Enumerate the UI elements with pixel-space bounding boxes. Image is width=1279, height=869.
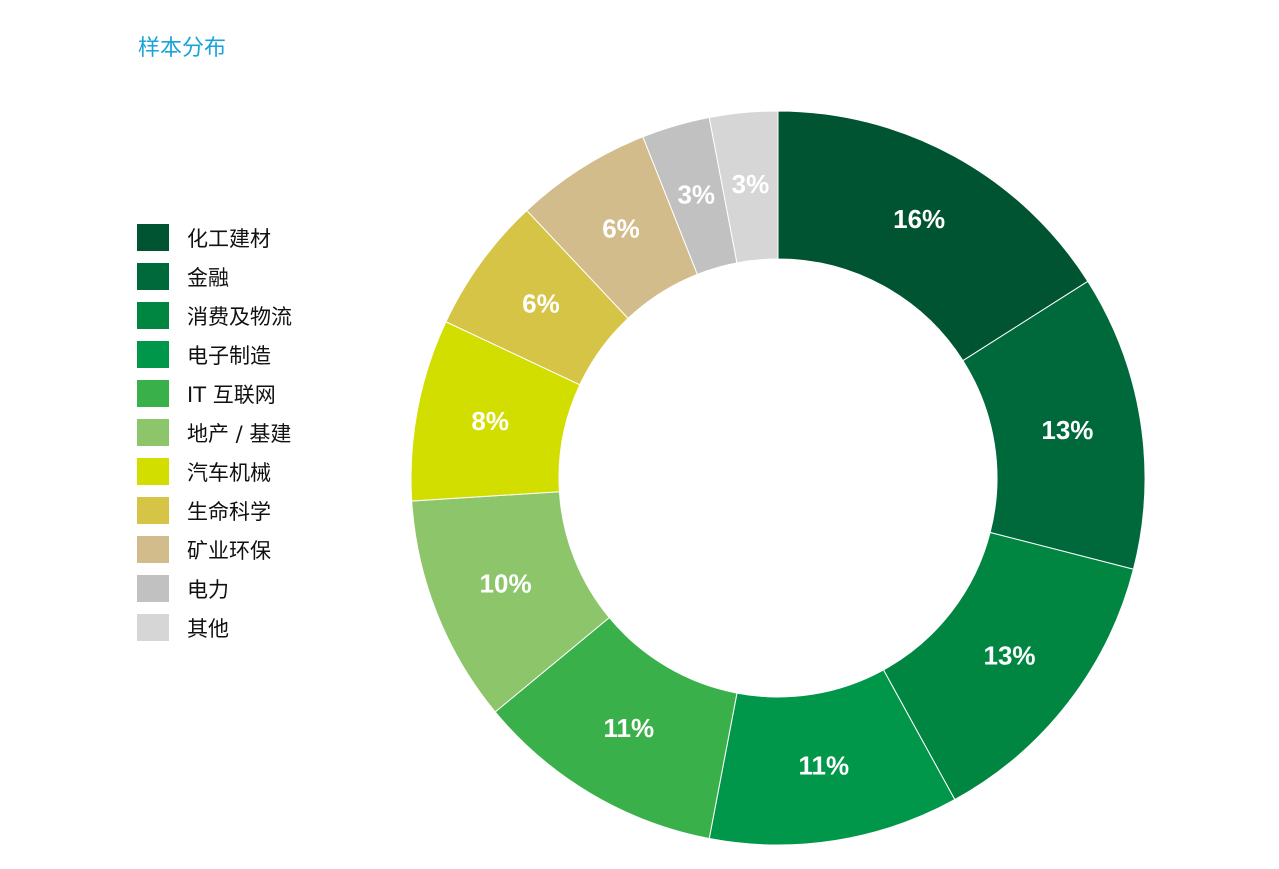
- legend-item: 电力: [137, 569, 292, 608]
- legend-swatch: [137, 536, 169, 563]
- legend-label: 其他: [187, 616, 229, 641]
- slice-label: 10%: [480, 569, 532, 599]
- legend-label: 生命科学: [187, 499, 271, 524]
- donut-slice: [777, 110, 1089, 362]
- legend-swatch: [137, 497, 169, 524]
- legend-label: 消费及物流: [187, 304, 292, 329]
- legend-swatch: [137, 419, 169, 446]
- legend-label: IT 互联网: [187, 382, 276, 407]
- slice-label: 8%: [471, 406, 509, 436]
- slice-label: 3%: [732, 169, 770, 199]
- legend-swatch: [137, 302, 169, 329]
- legend-item: 金融: [137, 257, 292, 296]
- donut-slice: [708, 110, 779, 264]
- legend-label: 电子制造: [187, 343, 271, 368]
- legend-item: 化工建材: [137, 218, 292, 257]
- legend-item: 其他: [137, 608, 292, 647]
- legend-item: 生命科学: [137, 491, 292, 530]
- slice-label: 16%: [893, 204, 945, 234]
- chart-title: 样本分布: [138, 36, 227, 61]
- slice-label: 13%: [983, 640, 1035, 670]
- legend-label: 化工建材: [187, 226, 271, 251]
- slice-label: 11%: [799, 750, 850, 780]
- legend: 化工建材金融消费及物流电子制造 IT 互联网 地产 / 基建 汽车机械生命科学矿业环保…: [137, 218, 292, 647]
- legend-swatch: [137, 575, 169, 602]
- legend-label: 电力: [187, 577, 229, 602]
- legend-swatch: [137, 380, 169, 407]
- slice-label: 13%: [1041, 415, 1093, 445]
- legend-item: 汽车机械: [137, 452, 292, 491]
- legend-label: 地产 / 基建: [187, 421, 292, 446]
- slice-label: 11%: [604, 713, 655, 743]
- legend-item: 地产 / 基建: [137, 413, 292, 452]
- slice-label: 6%: [602, 213, 640, 243]
- legend-item: 矿业环保: [137, 530, 292, 569]
- legend-swatch: [137, 224, 169, 251]
- legend-item: IT 互联网: [137, 374, 292, 413]
- legend-swatch: [137, 458, 169, 485]
- legend-item: 消费及物流: [137, 296, 292, 335]
- slice-label: 6%: [522, 289, 560, 319]
- legend-label: 汽车机械: [187, 460, 271, 485]
- legend-label: 矿业环保: [187, 538, 271, 563]
- legend-swatch: [137, 263, 169, 290]
- legend-label: 金融: [187, 265, 229, 290]
- legend-swatch: [137, 341, 169, 368]
- legend-item: 电子制造: [137, 335, 292, 374]
- legend-swatch: [137, 614, 169, 641]
- slice-label: 3%: [677, 180, 715, 210]
